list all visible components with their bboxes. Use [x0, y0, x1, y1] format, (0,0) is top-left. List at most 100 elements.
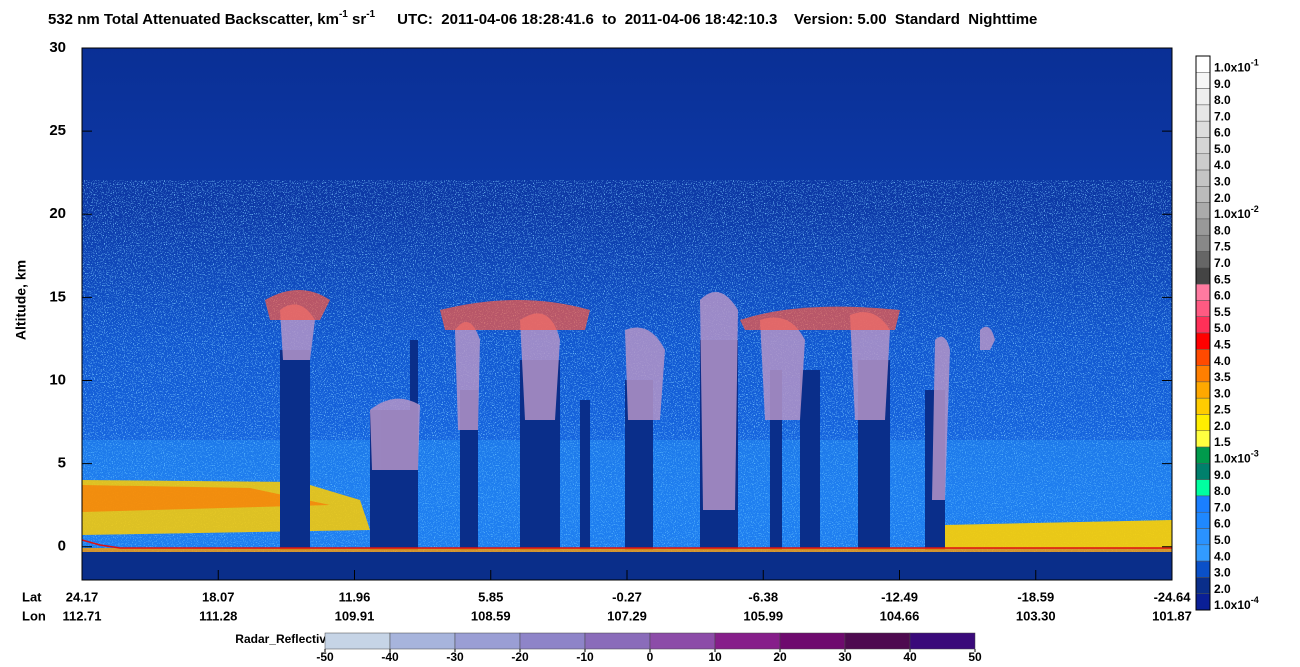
colorbar-box	[1195, 234, 1211, 252]
x-tick-label: 5.85	[478, 589, 503, 604]
colorbar-label-base: 1.0x10	[1214, 452, 1251, 466]
colorbar-label: 3.5	[1214, 370, 1231, 384]
radar-tick-label: -10	[576, 650, 594, 664]
radar-tick-label: 0	[647, 650, 654, 664]
x-tick-label: 111.28	[199, 608, 237, 623]
colorbar-label: 8.0	[1214, 484, 1231, 498]
curtain-image	[82, 48, 1172, 580]
colorbar-label: 6.0	[1214, 289, 1231, 303]
colorbar-box	[1195, 267, 1211, 285]
radar-tick-label: 30	[838, 650, 852, 664]
colorbar-box	[1195, 511, 1211, 529]
colorbar-box	[1195, 88, 1211, 106]
y-tick-label: 5	[58, 455, 66, 472]
colorbar-label: 5.0	[1214, 533, 1231, 547]
radar-label: Radar_Reflectivity	[235, 632, 340, 646]
x-tick-label: 101.87	[1152, 608, 1192, 623]
colorbar-label: 1.0x10-2	[1214, 204, 1259, 221]
colorbar-label: 3.0	[1214, 386, 1231, 400]
colorbar-label: 4.0	[1214, 549, 1231, 563]
colorbar-label: 5.0	[1214, 142, 1231, 156]
x-tick-label: 11.96	[339, 589, 371, 604]
x-tick-label: 104.66	[880, 608, 920, 623]
radar-box	[324, 632, 391, 650]
x-tick-label: 112.71	[62, 608, 101, 623]
radar-tick-label: -30	[446, 650, 464, 664]
colorbar-label: 8.0	[1214, 93, 1231, 107]
x-tick-label: 18.07	[202, 589, 235, 604]
colorbar-box	[1195, 414, 1211, 432]
y-tick-label: 10	[49, 371, 66, 388]
colorbar-box	[1195, 528, 1211, 546]
colorbar-label: 8.0	[1214, 223, 1231, 237]
x-tick-label: 103.30	[1016, 608, 1056, 623]
colorbar-box	[1195, 186, 1211, 203]
colorbar-box	[1195, 137, 1211, 155]
colorbar-box	[1195, 365, 1211, 383]
colorbar-label: 2.0	[1214, 582, 1231, 596]
colorbar-label: 5.0	[1214, 321, 1231, 335]
colorbar-box	[1195, 544, 1211, 562]
colorbar-label: 6.0	[1214, 126, 1231, 140]
colorbar-box	[1195, 381, 1211, 399]
colorbar-label: 9.0	[1214, 77, 1231, 91]
colorbar-box	[1195, 446, 1211, 464]
colorbar-label: 2.0	[1214, 419, 1231, 433]
radar-tick-label: -50	[316, 650, 334, 664]
colorbar-box	[1195, 577, 1211, 594]
radar-box	[454, 632, 521, 650]
colorbar-label: 1.5	[1214, 435, 1231, 449]
y-tick-label: 20	[49, 205, 66, 222]
colorbar-box	[1195, 479, 1211, 497]
x-tick-label: -18.59	[1017, 589, 1054, 604]
colorbar-label: 4.5	[1214, 337, 1231, 351]
colorbar-label: 9.0	[1214, 468, 1231, 482]
colorbar-label: 6.5	[1214, 272, 1231, 286]
colorbar-box	[1195, 153, 1211, 171]
x-tick-label: 108.59	[471, 608, 511, 623]
colorbar-box	[1195, 104, 1211, 122]
radar-tick-label: -40	[381, 650, 399, 664]
colorbar-box	[1195, 251, 1211, 269]
colorbar-box	[1195, 283, 1211, 301]
radar-box	[909, 632, 976, 650]
x-tick-label: -6.38	[748, 589, 778, 604]
colorbar-label: 7.5	[1214, 240, 1231, 254]
colorbar-box	[1195, 463, 1211, 480]
colorbar-box	[1195, 218, 1211, 236]
colorbar-box	[1195, 349, 1211, 366]
colorbar-label: 4.0	[1214, 158, 1231, 172]
colorbar-label: 3.0	[1214, 175, 1231, 189]
colorbar-label: 5.5	[1214, 305, 1231, 319]
colorbar-label-exp: -2	[1251, 204, 1259, 214]
colorbar-box	[1195, 316, 1211, 334]
colorbar-label-exp: -3	[1251, 449, 1259, 459]
radar-box	[519, 632, 586, 650]
colorbar-frame	[1195, 55, 1211, 611]
colorbar-label: 2.5	[1214, 403, 1231, 417]
y-tick-label: 30	[49, 39, 66, 56]
colorbar-box	[1195, 430, 1211, 448]
colorbar-label: 2.0	[1214, 191, 1231, 205]
colorbar-box	[1195, 593, 1211, 611]
x-tick-label: 105.99	[743, 608, 783, 623]
colorbar-label-base: 1.0x10	[1214, 60, 1251, 74]
radar-box	[714, 632, 781, 650]
colorbar-box	[1195, 202, 1211, 220]
x-tick-label: -12.49	[881, 589, 918, 604]
colorbar-label: 1.0x10-4	[1214, 595, 1259, 612]
colorbar-label: 7.0	[1214, 109, 1231, 123]
y-tick-label: 25	[49, 122, 66, 139]
y-axis-label: Altitude, km	[13, 260, 29, 340]
colorbar-box	[1195, 55, 1211, 73]
x-row-name: Lon	[22, 608, 46, 623]
x-tick-label: 107.29	[607, 608, 647, 623]
colorbar-label: 7.0	[1214, 500, 1231, 514]
radar-tick-label: 20	[773, 650, 787, 664]
x-tick-label: 24.17	[66, 589, 99, 604]
y-tick-label: 0	[58, 538, 66, 555]
x-tick-label: -24.64	[1154, 589, 1192, 604]
colorbar-label: 1.0x10-1	[1214, 58, 1259, 75]
colorbar-box	[1195, 332, 1211, 350]
